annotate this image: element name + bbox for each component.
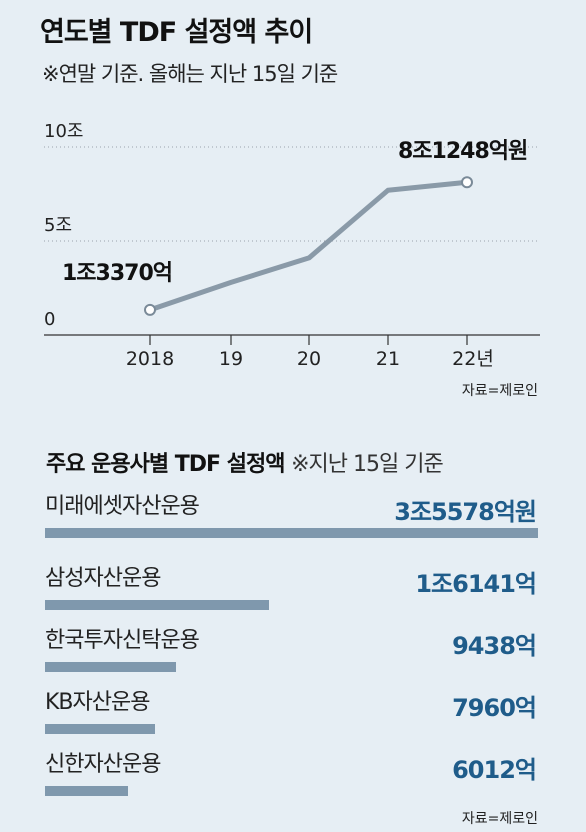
bar-category-label: 신한자산운용 [45,752,161,777]
bar-track [45,528,538,538]
bar-value-label: 1조6141억 [415,570,537,598]
bar [45,528,538,538]
bar-value-label: 7960억 [452,694,537,722]
chart-title: 연도별 TDF 설정액 추이 [40,17,313,48]
bar-category-label: KB자산운용 [45,690,150,715]
bar-value-label: 3조5578억원 [394,498,537,526]
bar-row: 한국투자신탁운용 9438억 [0,622,586,692]
data-label: 8조1248억원 [398,139,527,164]
data-point [461,176,473,189]
x-tick-label: 22년 [452,348,494,370]
line-chart: 0 5조 10조 2018 19 20 21 22년 1조3370억 8조1248억원 [44,121,540,370]
x-tick-label: 19 [219,348,243,370]
bar [45,600,269,610]
data-point [144,303,156,316]
bar-category-label: 삼성자산운용 [45,566,161,591]
bar-row: 삼성자산운용 1조6141억 [0,560,586,630]
bar-row: 신한자산운용 6012억 [0,746,586,816]
bar-row: KB자산운용 7960억 [0,684,586,754]
y-tick-label: 0 [44,309,55,330]
line-chart-source: 자료=제로인 [461,383,538,399]
bar-track [45,724,538,734]
bar [45,786,129,796]
bar [45,724,156,734]
bar-category-label: 한국투자신탁운용 [45,628,200,653]
bar-track [45,786,538,796]
bar-row: 미래에셋자산운용 3조5578억원 [0,488,586,558]
series-line [147,179,470,313]
bar-chart-title: 주요 운용사별 TDF 설정액 ※지난 15일 기준 [46,446,444,478]
y-tick-label: 5조 [44,215,72,236]
bar-category-label: 미래에셋자산운용 [45,494,200,519]
bar-chart-title-text: 주요 운용사별 TDF 설정액 [46,452,285,477]
x-tick-label: 21 [376,348,400,370]
bar-chart-source: 자료=제로인 [461,811,538,827]
data-label: 1조3370억 [62,261,172,286]
x-tick-label: 20 [297,348,321,370]
chart-subtitle: ※연말 기준. 올해는 지난 15일 기준 [42,62,338,86]
bar-track [45,662,538,672]
y-tick-label: 10조 [44,121,83,142]
bar [45,662,176,672]
x-tick-label: 2018 [126,348,174,370]
bar-value-label: 9438억 [452,632,537,660]
bar-chart-subtitle: ※지난 15일 기준 [291,452,444,477]
bar-value-label: 6012억 [452,756,537,784]
bar-track [45,600,538,610]
